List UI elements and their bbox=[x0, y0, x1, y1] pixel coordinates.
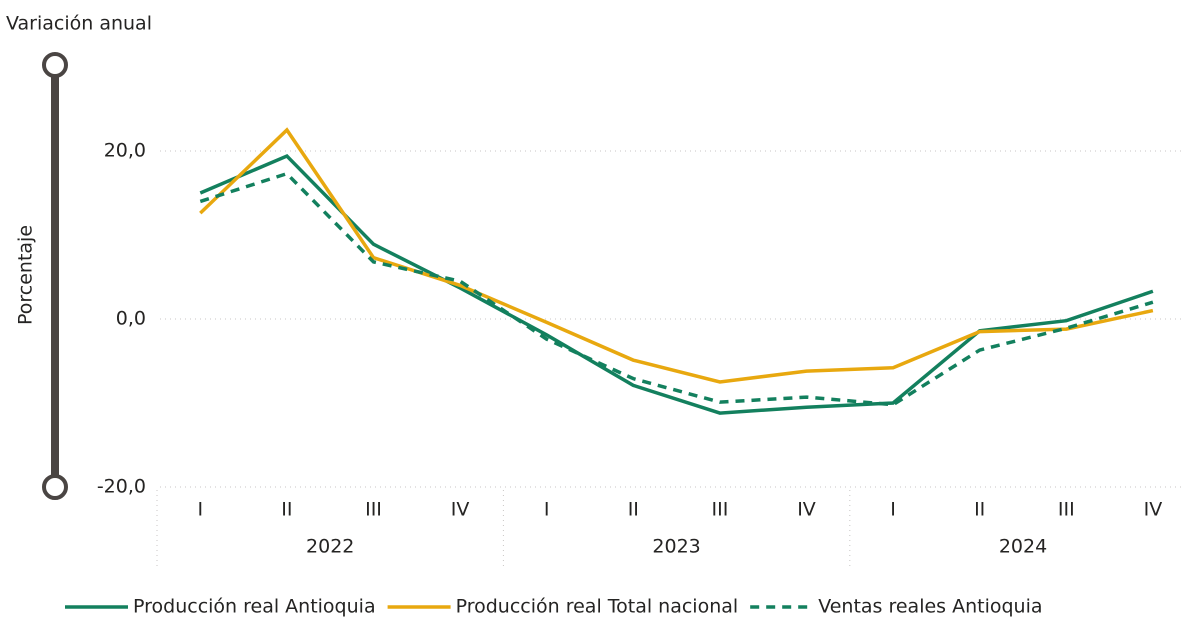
x-tick-label: II bbox=[974, 499, 985, 521]
series-line bbox=[199, 171, 1154, 407]
series-line bbox=[199, 153, 1154, 415]
x-tick-label: III bbox=[711, 499, 728, 521]
x-group-label: 2022 bbox=[306, 536, 354, 558]
legend-label: Ventas reales Antioquia bbox=[818, 596, 1042, 618]
y-tick-label: -20,0 bbox=[97, 476, 146, 498]
x-tick-label: IV bbox=[1144, 499, 1163, 521]
x-tick-label: I bbox=[197, 499, 203, 521]
legend-label: Producción real Antioquia bbox=[133, 596, 376, 618]
x-tick-label: III bbox=[1058, 499, 1075, 521]
x-group-label: 2024 bbox=[999, 536, 1047, 558]
x-tick-label: III bbox=[365, 499, 382, 521]
range-slider[interactable] bbox=[42, 52, 68, 500]
x-tick-label: II bbox=[281, 499, 292, 521]
slider-handle[interactable] bbox=[42, 52, 68, 78]
x-tick-label: I bbox=[890, 499, 896, 521]
x-tick-label: II bbox=[628, 499, 639, 521]
y-tick-label: 20,0 bbox=[104, 140, 146, 162]
slider-track bbox=[51, 65, 59, 487]
x-tick-label: IV bbox=[797, 499, 816, 521]
x-group-label: 2023 bbox=[652, 536, 700, 558]
legend-label: Producción real Total nacional bbox=[456, 596, 739, 618]
x-tick-label: I bbox=[544, 499, 550, 521]
x-tick-label: IV bbox=[451, 499, 470, 521]
chart-title: Variación anual bbox=[6, 13, 152, 35]
slider-handle[interactable] bbox=[42, 474, 68, 500]
series-line bbox=[199, 127, 1154, 384]
y-tick-label: 0,0 bbox=[116, 308, 146, 330]
y-axis-label: Porcentaje bbox=[15, 225, 37, 325]
